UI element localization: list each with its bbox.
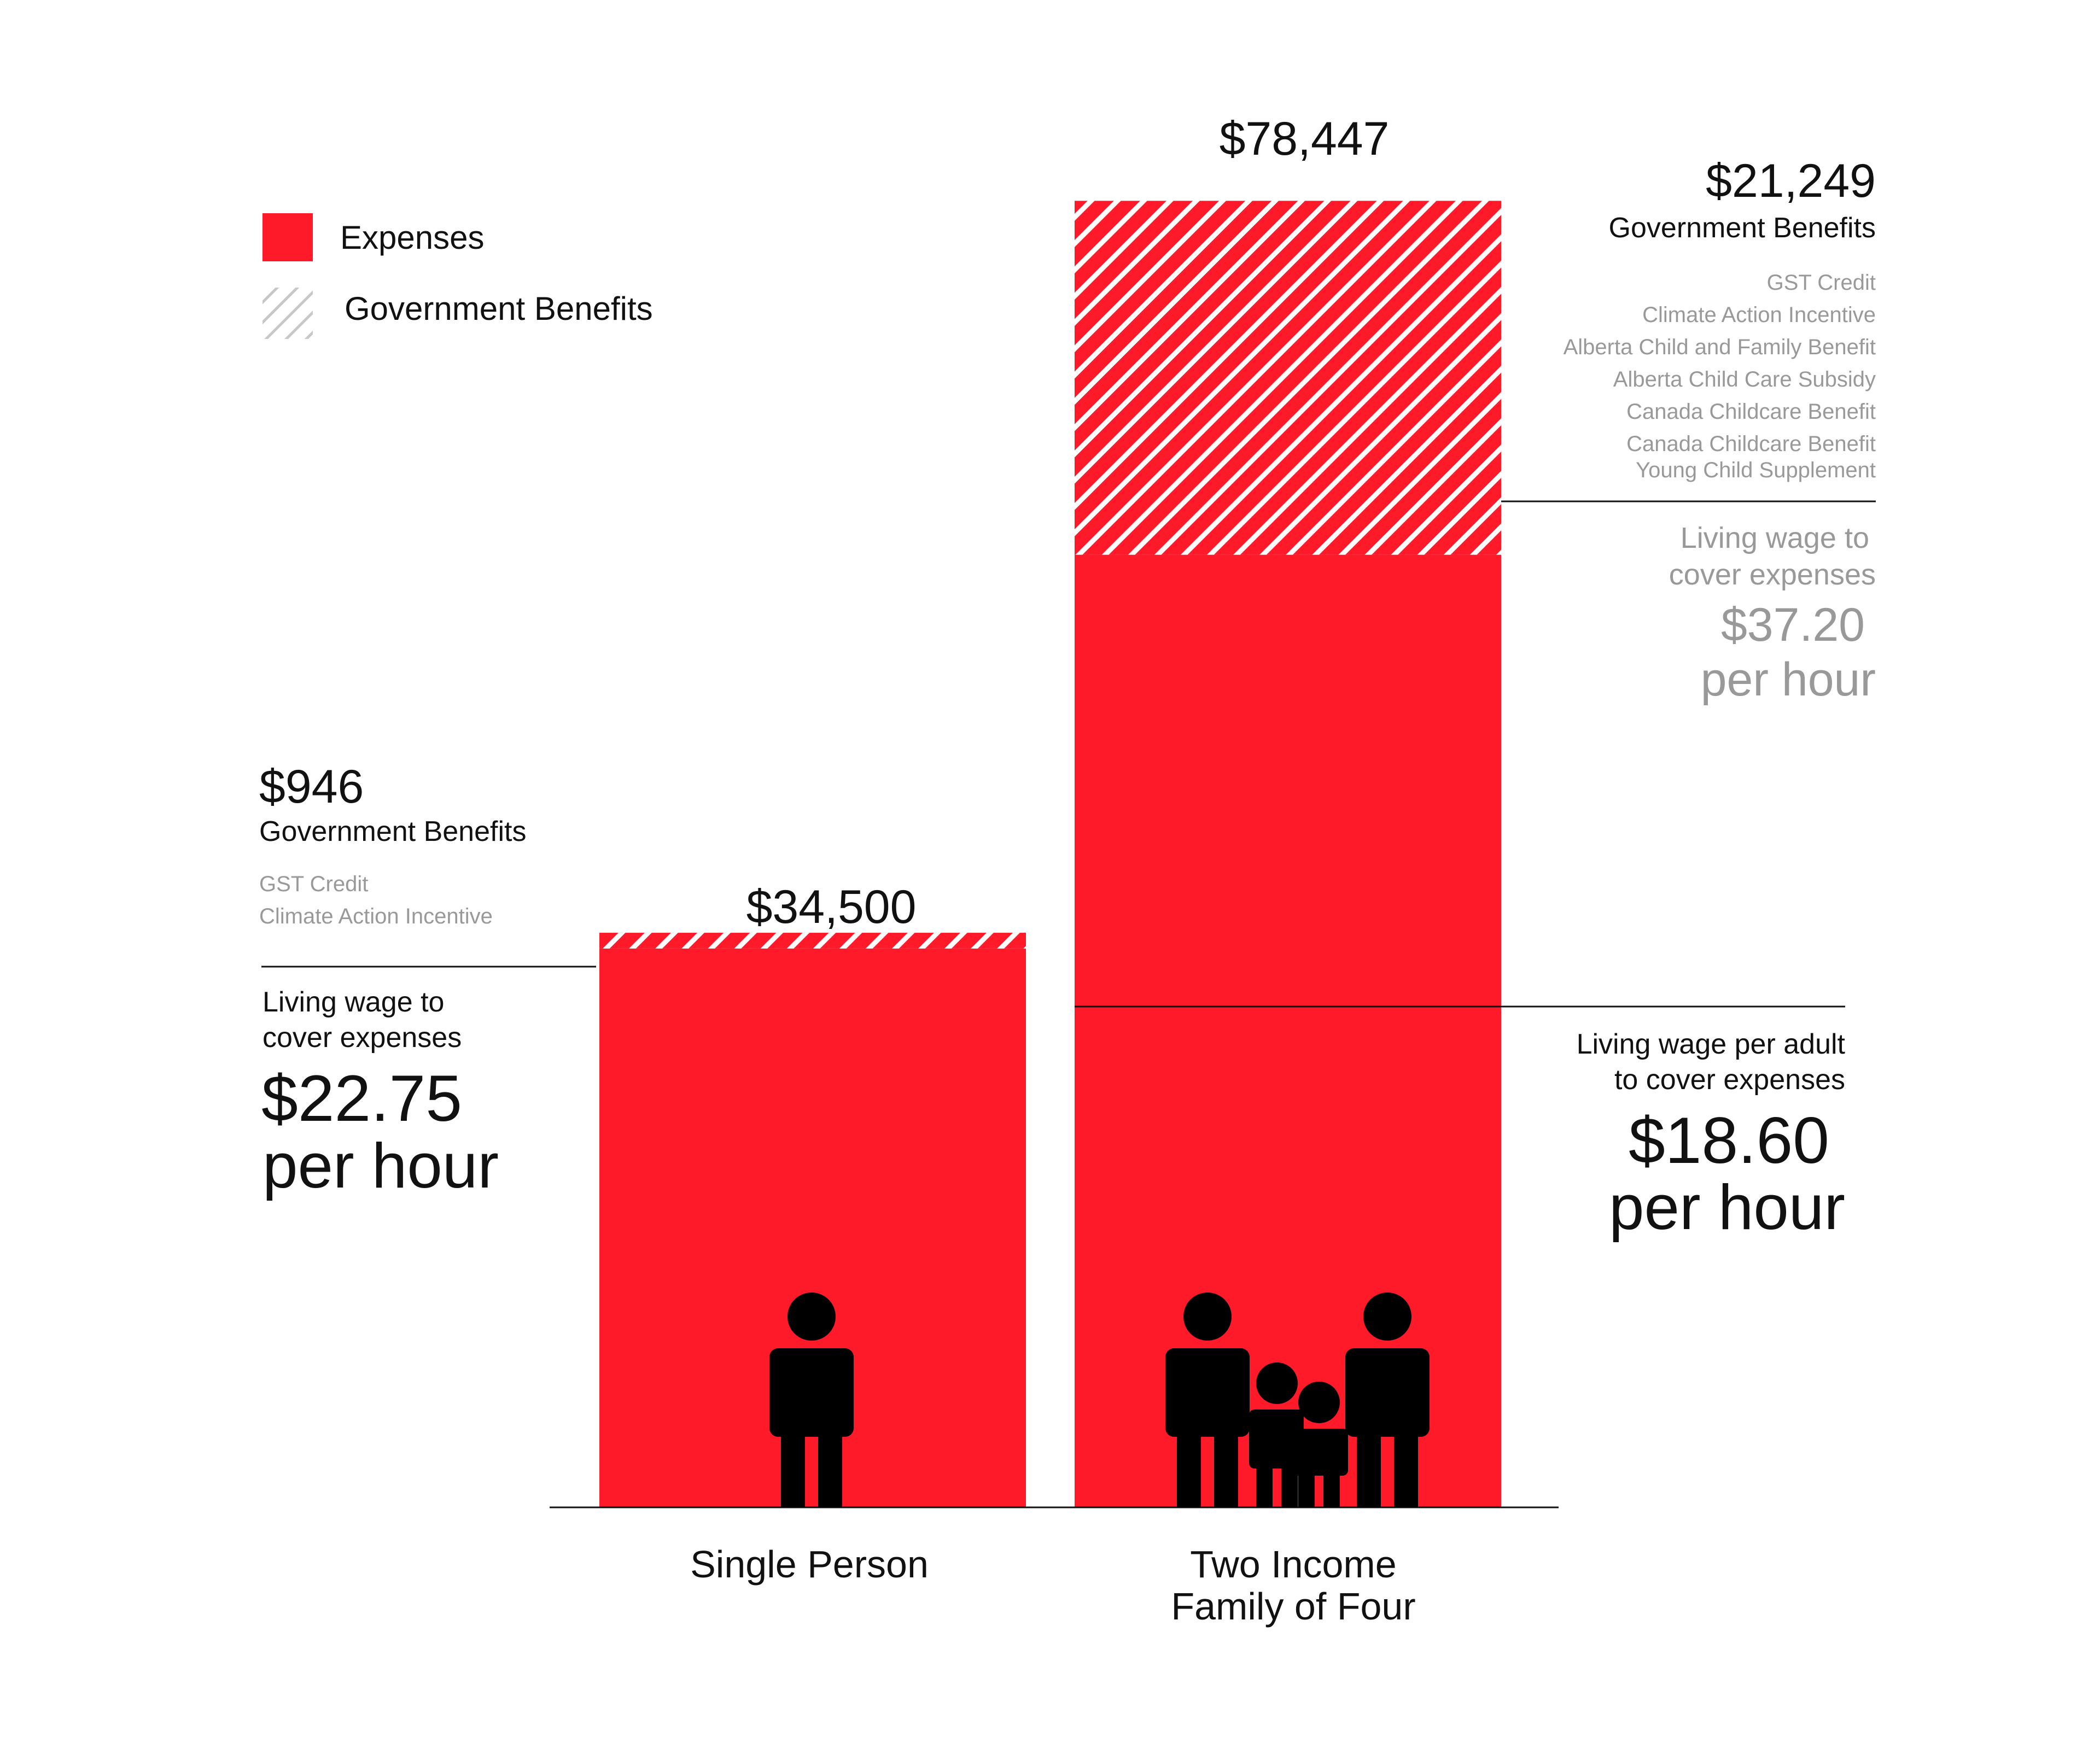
family-adult-wage-value: $18.60	[1629, 1104, 1829, 1177]
category-label-single: Single Person	[690, 1543, 929, 1586]
family-wage-caption: Living wage to	[1681, 522, 1869, 554]
family-annotations: $21,249 Government Benefits GST Credit C…	[1564, 155, 1876, 1243]
single-benefit-amount: $946	[259, 761, 364, 813]
total-label-single: $34,500	[746, 881, 917, 933]
legend-swatch-benefits	[262, 288, 313, 339]
family-benefit-item: Canada Childcare Benefit	[1626, 400, 1876, 424]
family-benefit-item: Canada Childcare Benefit	[1626, 432, 1876, 456]
single-wage-caption: cover expenses	[262, 1022, 462, 1054]
family-benefit-item: GST Credit	[1767, 271, 1876, 295]
family-benefit-title: Government Benefits	[1609, 212, 1876, 244]
legend: Expenses Government Benefits	[262, 213, 653, 339]
family-wage-caption: cover expenses	[1669, 558, 1876, 591]
family-benefit-item: Alberta Child Care Subsidy	[1613, 367, 1876, 391]
bar-expenses-family	[1075, 554, 1501, 1507]
category-label-family-line2: Family of Four	[1171, 1585, 1415, 1628]
single-annotations: $946 Government Benefits GST Credit Clim…	[259, 761, 526, 1201]
family-adult-wage-caption: to cover expenses	[1614, 1064, 1845, 1096]
single-benefit-item: Climate Action Incentive	[259, 904, 493, 928]
family-benefit-item: Climate Action Incentive	[1642, 303, 1876, 327]
family-benefit-item: Young Child Supplement	[1636, 458, 1876, 482]
category-label-family-line1: Two Income	[1190, 1543, 1396, 1586]
person-icon	[769, 1292, 854, 1507]
bar-benefits-family	[1075, 201, 1501, 555]
single-benefit-item: GST Credit	[259, 872, 368, 896]
single-wage-caption: Living wage to	[262, 986, 444, 1018]
single-benefit-title: Government Benefits	[259, 816, 526, 847]
family-benefit-item: Alberta Child and Family Benefit	[1564, 335, 1876, 359]
legend-label-benefits: Government Benefits	[345, 290, 653, 327]
bars	[599, 201, 1501, 1507]
single-wage-unit: per hour	[262, 1130, 499, 1201]
family-wage-unit: per hour	[1701, 653, 1876, 706]
family-adult-wage-unit: per hour	[1609, 1172, 1845, 1243]
family-wage-value: $37.20	[1721, 599, 1865, 651]
legend-label-expenses: Expenses	[340, 219, 485, 256]
family-benefit-amount: $21,249	[1706, 155, 1876, 207]
family-adult-wage-caption: Living wage per adult	[1577, 1028, 1846, 1060]
bar-benefits-single	[599, 933, 1026, 949]
single-wage-value: $22.75	[261, 1062, 462, 1135]
total-label-family: $78,447	[1220, 113, 1390, 165]
family-icon	[1165, 1292, 1430, 1507]
legend-swatch-expenses	[262, 213, 313, 261]
